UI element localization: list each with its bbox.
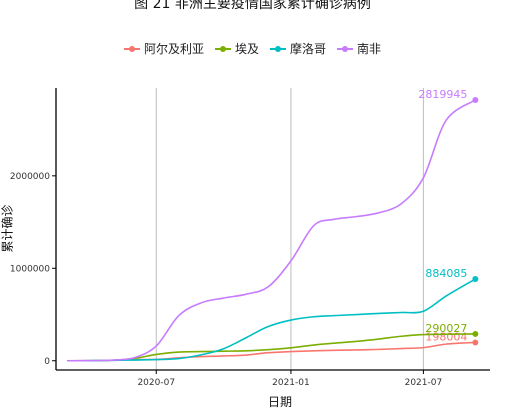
legend-label: 阿尔及利亚: [143, 42, 204, 56]
legend-item-south-africa[interactable]: 南非: [337, 40, 381, 57]
series-end-point: [472, 97, 479, 104]
series-line: [66, 99, 476, 362]
y-tick-label: 2000000: [10, 172, 50, 182]
legend-key-icon: [123, 44, 140, 54]
series-end-point: [472, 276, 479, 283]
y-tick-label: 1000000: [10, 264, 50, 274]
series-end-point: [472, 330, 479, 337]
series-line: [66, 341, 476, 362]
series-end-label: 2819945: [418, 88, 467, 101]
series-end-label: 290027: [425, 322, 467, 335]
legend-item-algeria[interactable]: 阿尔及利亚: [123, 40, 204, 57]
chart-title: 图 21 非洲主要疫情国家累计确诊病例: [134, 0, 371, 12]
legend: 阿尔及利亚 埃及 摩洛哥 南非: [0, 40, 505, 57]
y-tick-label: 0: [44, 357, 50, 367]
legend-item-egypt[interactable]: 埃及: [214, 40, 259, 57]
legend-label: 南非: [357, 42, 382, 56]
legend-key-icon: [270, 44, 286, 54]
legend-key-icon: [337, 44, 354, 54]
x-axis-label: 日期: [267, 395, 292, 409]
series-line: [66, 278, 476, 362]
x-tick-label: 2021-01: [272, 378, 310, 388]
series-end-point: [472, 339, 479, 346]
legend-label: 摩洛哥: [290, 42, 327, 56]
series-line: [66, 333, 476, 362]
legend-key-icon: [214, 44, 231, 54]
y-axis-label: 累计确诊: [0, 204, 15, 253]
series-end-label: 884085: [425, 267, 467, 280]
legend-label: 埃及: [234, 42, 259, 56]
x-tick-label: 2021-07: [405, 378, 443, 388]
x-tick-label: 2020-07: [137, 378, 175, 388]
legend-item-morocco[interactable]: 摩洛哥: [270, 40, 326, 57]
